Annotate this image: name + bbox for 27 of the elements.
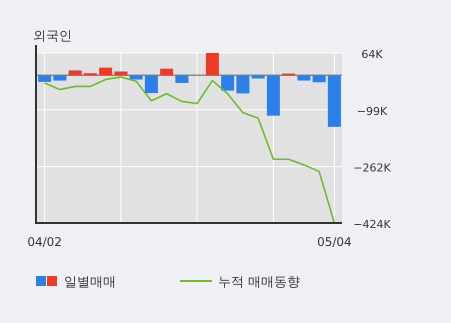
legend-label: 누적 매매동향 <box>218 275 300 290</box>
chart-title: 외국인 <box>33 29 72 44</box>
bar <box>53 75 66 81</box>
bar <box>221 75 234 91</box>
x-tick-label: 04/02 <box>27 235 62 249</box>
bar <box>38 75 52 82</box>
bar <box>130 75 143 80</box>
y-tick-label: −424K <box>353 218 392 231</box>
bar <box>206 53 219 76</box>
bar <box>266 75 280 116</box>
y-tick-label: −262K <box>353 162 392 175</box>
bar <box>252 75 265 78</box>
bar <box>175 75 188 83</box>
bar <box>236 75 250 94</box>
y-tick-label: 64K <box>361 48 384 61</box>
bar <box>99 68 112 76</box>
line-series <box>44 76 336 224</box>
bar <box>144 75 158 94</box>
bar <box>68 70 82 76</box>
x-tick-label: 05/04 <box>317 235 352 249</box>
legend-label: 일별매매 <box>64 275 116 290</box>
bar <box>297 75 310 81</box>
bar <box>328 75 341 127</box>
y-tick-label: −99K <box>356 104 388 118</box>
bar <box>312 75 326 82</box>
bar <box>114 71 128 76</box>
bar <box>160 68 174 76</box>
